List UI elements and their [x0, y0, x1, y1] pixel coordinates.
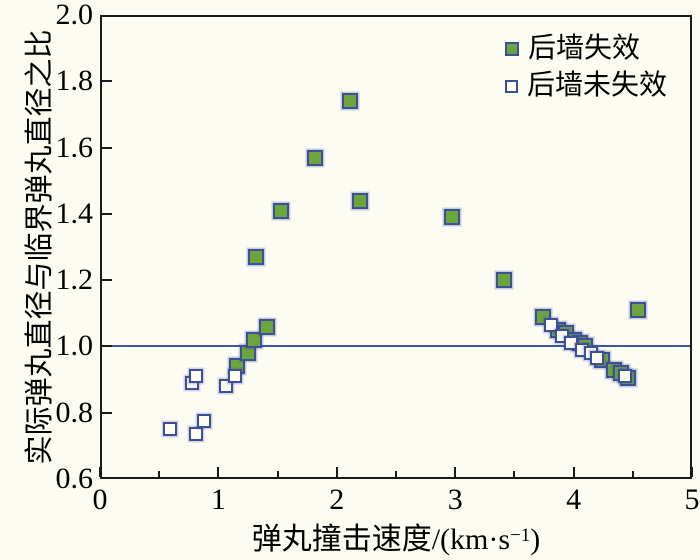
x-axis-major-tick [217, 467, 220, 477]
x-axis-minor-tick [513, 471, 516, 477]
x-axis-minor-tick [276, 471, 279, 477]
legend-label-failed: 后墙失效 [528, 33, 641, 64]
x-axis-label-text: 弹丸撞击速度/(km·s [251, 523, 511, 556]
data-point-open [197, 414, 212, 428]
data-point-open [162, 422, 177, 437]
data-point-open [544, 317, 559, 332]
y-axis-tick-label: 1.4 [55, 196, 94, 230]
x-axis-label-superscript: −1 [510, 525, 531, 546]
data-point-open [188, 427, 203, 442]
legend-item-not-failed: 后墙未失效 [505, 69, 667, 103]
x-axis-minor-tick [395, 471, 397, 477]
x-axis-tick-label: 3 [447, 483, 463, 516]
data-point-filled [273, 202, 290, 219]
data-point-filled [629, 301, 646, 318]
data-point-open [188, 369, 203, 384]
data-point-filled [245, 331, 262, 348]
y-axis-tick-label: 1.8 [55, 64, 94, 98]
x-axis-tick-label: 0 [92, 483, 108, 516]
x-axis-minor-tick [158, 471, 161, 477]
legend: 后墙失效 后墙未失效 [505, 32, 667, 103]
data-point-filled [495, 272, 512, 289]
data-point-open [590, 351, 605, 366]
open-square-icon [505, 79, 518, 93]
y-axis-major-tick [102, 279, 112, 282]
x-axis-minor-tick [631, 471, 634, 477]
x-axis-major-tick [572, 467, 575, 477]
data-point-open [617, 369, 632, 384]
x-axis-tick-label: 4 [566, 483, 582, 516]
filled-square-icon [505, 42, 519, 56]
legend-item-failed: 后墙失效 [505, 32, 667, 66]
x-axis-major-tick [99, 467, 101, 477]
x-axis-label: 弹丸撞击速度/(km·s−1) [100, 518, 692, 558]
y-axis-tick-label: 0.8 [55, 395, 94, 429]
x-axis-tick-label: 1 [210, 483, 226, 516]
x-axis-major-tick [335, 467, 338, 477]
y-axis-tick-label: 1.0 [55, 329, 94, 363]
y-axis-tick-label: 0.6 [55, 462, 94, 495]
y-axis-major-tick [102, 411, 112, 414]
reference-line-y1 [102, 345, 690, 348]
y-axis-major-tick [102, 80, 112, 83]
y-axis-tick-label: 1.6 [55, 130, 94, 164]
data-point-filled [352, 192, 369, 209]
x-axis-major-tick [454, 467, 457, 477]
y-axis-major-tick [102, 345, 112, 348]
x-axis-tick-label: 2 [329, 483, 345, 516]
x-axis-tick-label: 5 [684, 483, 700, 516]
data-point-filled [307, 149, 324, 166]
data-point-filled [258, 318, 275, 335]
y-axis-tick-label: 2.0 [55, 0, 94, 31]
y-axis-major-tick [102, 212, 112, 215]
data-point-filled [341, 93, 358, 110]
y-axis-major-tick [102, 146, 112, 149]
data-point-filled [248, 248, 265, 265]
plot-frame [100, 15, 692, 479]
data-point-open [227, 369, 242, 384]
x-axis-major-tick [691, 467, 693, 477]
y-axis-tick-label: 1.2 [55, 263, 94, 297]
data-point-filled [443, 209, 460, 226]
x-axis-label-suffix: ) [530, 523, 541, 556]
legend-label-not-failed: 后墙未失效 [527, 70, 668, 101]
